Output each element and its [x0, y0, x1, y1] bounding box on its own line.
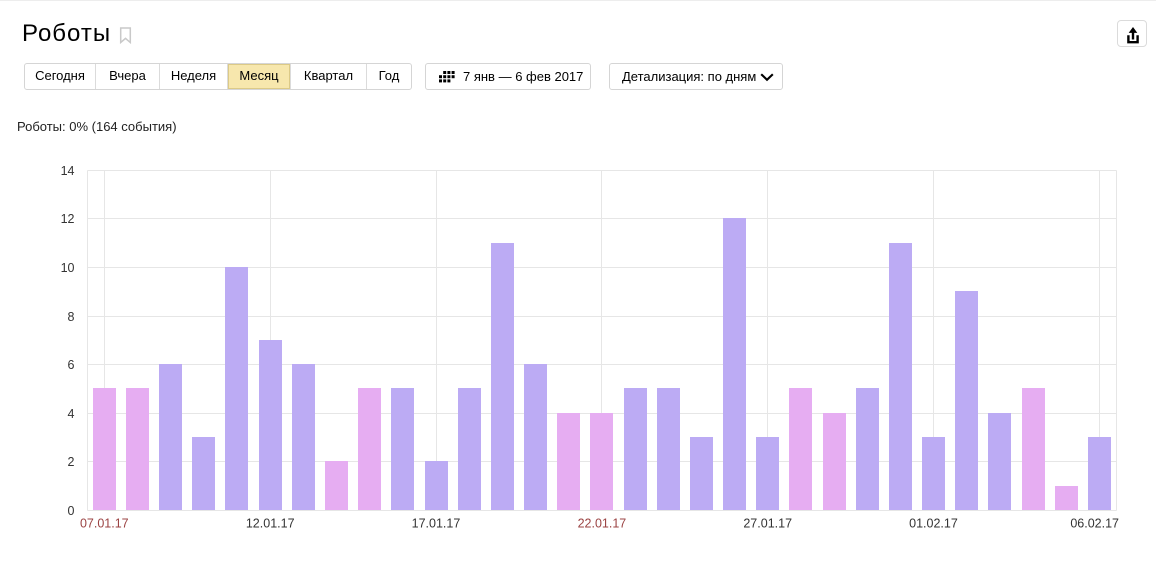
svg-text:14: 14: [61, 164, 75, 178]
svg-text:06.02.17: 06.02.17: [1070, 517, 1119, 531]
svg-text:10: 10: [61, 261, 75, 275]
svg-text:01.02.17: 01.02.17: [909, 517, 958, 531]
svg-text:22.01.17: 22.01.17: [578, 517, 627, 531]
svg-text:27.01.17: 27.01.17: [743, 517, 792, 531]
svg-text:4: 4: [68, 407, 75, 421]
svg-text:12.01.17: 12.01.17: [246, 517, 295, 531]
svg-text:2: 2: [68, 455, 75, 469]
svg-text:07.01.17: 07.01.17: [80, 517, 129, 531]
svg-text:0: 0: [68, 504, 75, 518]
svg-text:6: 6: [68, 358, 75, 372]
svg-text:8: 8: [68, 310, 75, 324]
svg-text:12: 12: [61, 212, 75, 226]
svg-text:17.01.17: 17.01.17: [412, 517, 461, 531]
